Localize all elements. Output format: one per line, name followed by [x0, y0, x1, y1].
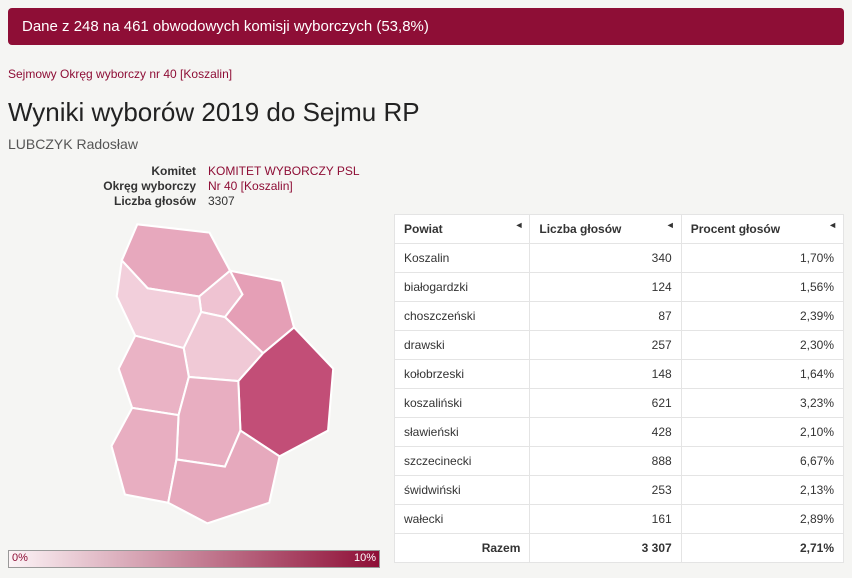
cell-procent: 2,89%: [681, 505, 843, 534]
cell-glosy: 621: [530, 389, 681, 418]
table-row[interactable]: białogardzki1241,56%: [395, 273, 844, 302]
cell-procent: 2,30%: [681, 331, 843, 360]
map-region-swidwinski[interactable]: [119, 336, 189, 415]
page-title: Wyniki wyborów 2019 do Sejmu RP: [8, 97, 844, 128]
cell-procent: 2,10%: [681, 418, 843, 447]
cell-glosy: 257: [530, 331, 681, 360]
cell-glosy: 340: [530, 244, 681, 273]
map-region-choszczenski[interactable]: [112, 408, 179, 503]
meta-glosy-value: 3307: [208, 194, 844, 208]
legend-min: 0%: [12, 552, 28, 564]
results-table: Powiat◄ Liczba głosów◄ Procent głosów◄ K…: [394, 214, 844, 563]
choropleth-map[interactable]: [8, 214, 380, 544]
sort-icon: ◄: [828, 220, 837, 230]
cell-powiat: Koszalin: [395, 244, 530, 273]
table-row[interactable]: wałecki1612,89%: [395, 505, 844, 534]
cell-procent: 1,70%: [681, 244, 843, 273]
cell-procent: 6,67%: [681, 447, 843, 476]
cell-glosy: 148: [530, 360, 681, 389]
cell-powiat: szczecinecki: [395, 447, 530, 476]
sort-icon: ◄: [514, 220, 523, 230]
cell-powiat: białogardzki: [395, 273, 530, 302]
meta-komitet-label: Komitet: [8, 164, 208, 178]
cell-powiat: choszczeński: [395, 302, 530, 331]
meta-okreg-label: Okręg wyborczy: [8, 179, 208, 193]
cell-powiat: świdwiński: [395, 476, 530, 505]
table-row[interactable]: sławieński4282,10%: [395, 418, 844, 447]
cell-procent: 1,56%: [681, 273, 843, 302]
cell-powiat: koszaliński: [395, 389, 530, 418]
total-procent: 2,71%: [681, 534, 843, 563]
col-procent[interactable]: Procent głosów◄: [681, 215, 843, 244]
table-row[interactable]: Koszalin3401,70%: [395, 244, 844, 273]
cell-procent: 1,64%: [681, 360, 843, 389]
table-row[interactable]: szczecinecki8886,67%: [395, 447, 844, 476]
cell-glosy: 87: [530, 302, 681, 331]
cell-procent: 3,23%: [681, 389, 843, 418]
cell-powiat: wałecki: [395, 505, 530, 534]
cell-glosy: 428: [530, 418, 681, 447]
col-powiat[interactable]: Powiat◄: [395, 215, 530, 244]
table-row[interactable]: świdwiński2532,13%: [395, 476, 844, 505]
legend-max: 10%: [354, 552, 376, 564]
table-total-row: Razem 3 307 2,71%: [395, 534, 844, 563]
cell-glosy: 888: [530, 447, 681, 476]
table-row[interactable]: drawski2572,30%: [395, 331, 844, 360]
table-row[interactable]: koszaliński6213,23%: [395, 389, 844, 418]
cell-procent: 2,13%: [681, 476, 843, 505]
meta-block: Komitet KOMITET WYBORCZY PSL Okręg wybor…: [8, 164, 844, 208]
meta-glosy-label: Liczba głosów: [8, 194, 208, 208]
cell-powiat: drawski: [395, 331, 530, 360]
meta-komitet-value[interactable]: KOMITET WYBORCZY PSL: [208, 164, 844, 178]
cell-glosy: 253: [530, 476, 681, 505]
table-row[interactable]: choszczeński872,39%: [395, 302, 844, 331]
cell-glosy: 124: [530, 273, 681, 302]
map-legend: 0% 10%: [8, 550, 380, 568]
cell-procent: 2,39%: [681, 302, 843, 331]
meta-okreg-value[interactable]: Nr 40 [Koszalin]: [208, 179, 844, 193]
sort-icon: ◄: [666, 220, 675, 230]
cell-powiat: kołobrzeski: [395, 360, 530, 389]
table-row[interactable]: kołobrzeski1481,64%: [395, 360, 844, 389]
col-glosy[interactable]: Liczba głosów◄: [530, 215, 681, 244]
total-label: Razem: [395, 534, 530, 563]
status-banner: Dane z 248 na 461 obwodowych komisji wyb…: [8, 8, 844, 45]
cell-powiat: sławieński: [395, 418, 530, 447]
breadcrumb[interactable]: Sejmowy Okręg wyborczy nr 40 [Koszalin]: [8, 67, 844, 81]
total-glosy: 3 307: [530, 534, 681, 563]
cell-glosy: 161: [530, 505, 681, 534]
candidate-name: LUBCZYK Radosław: [8, 136, 844, 152]
